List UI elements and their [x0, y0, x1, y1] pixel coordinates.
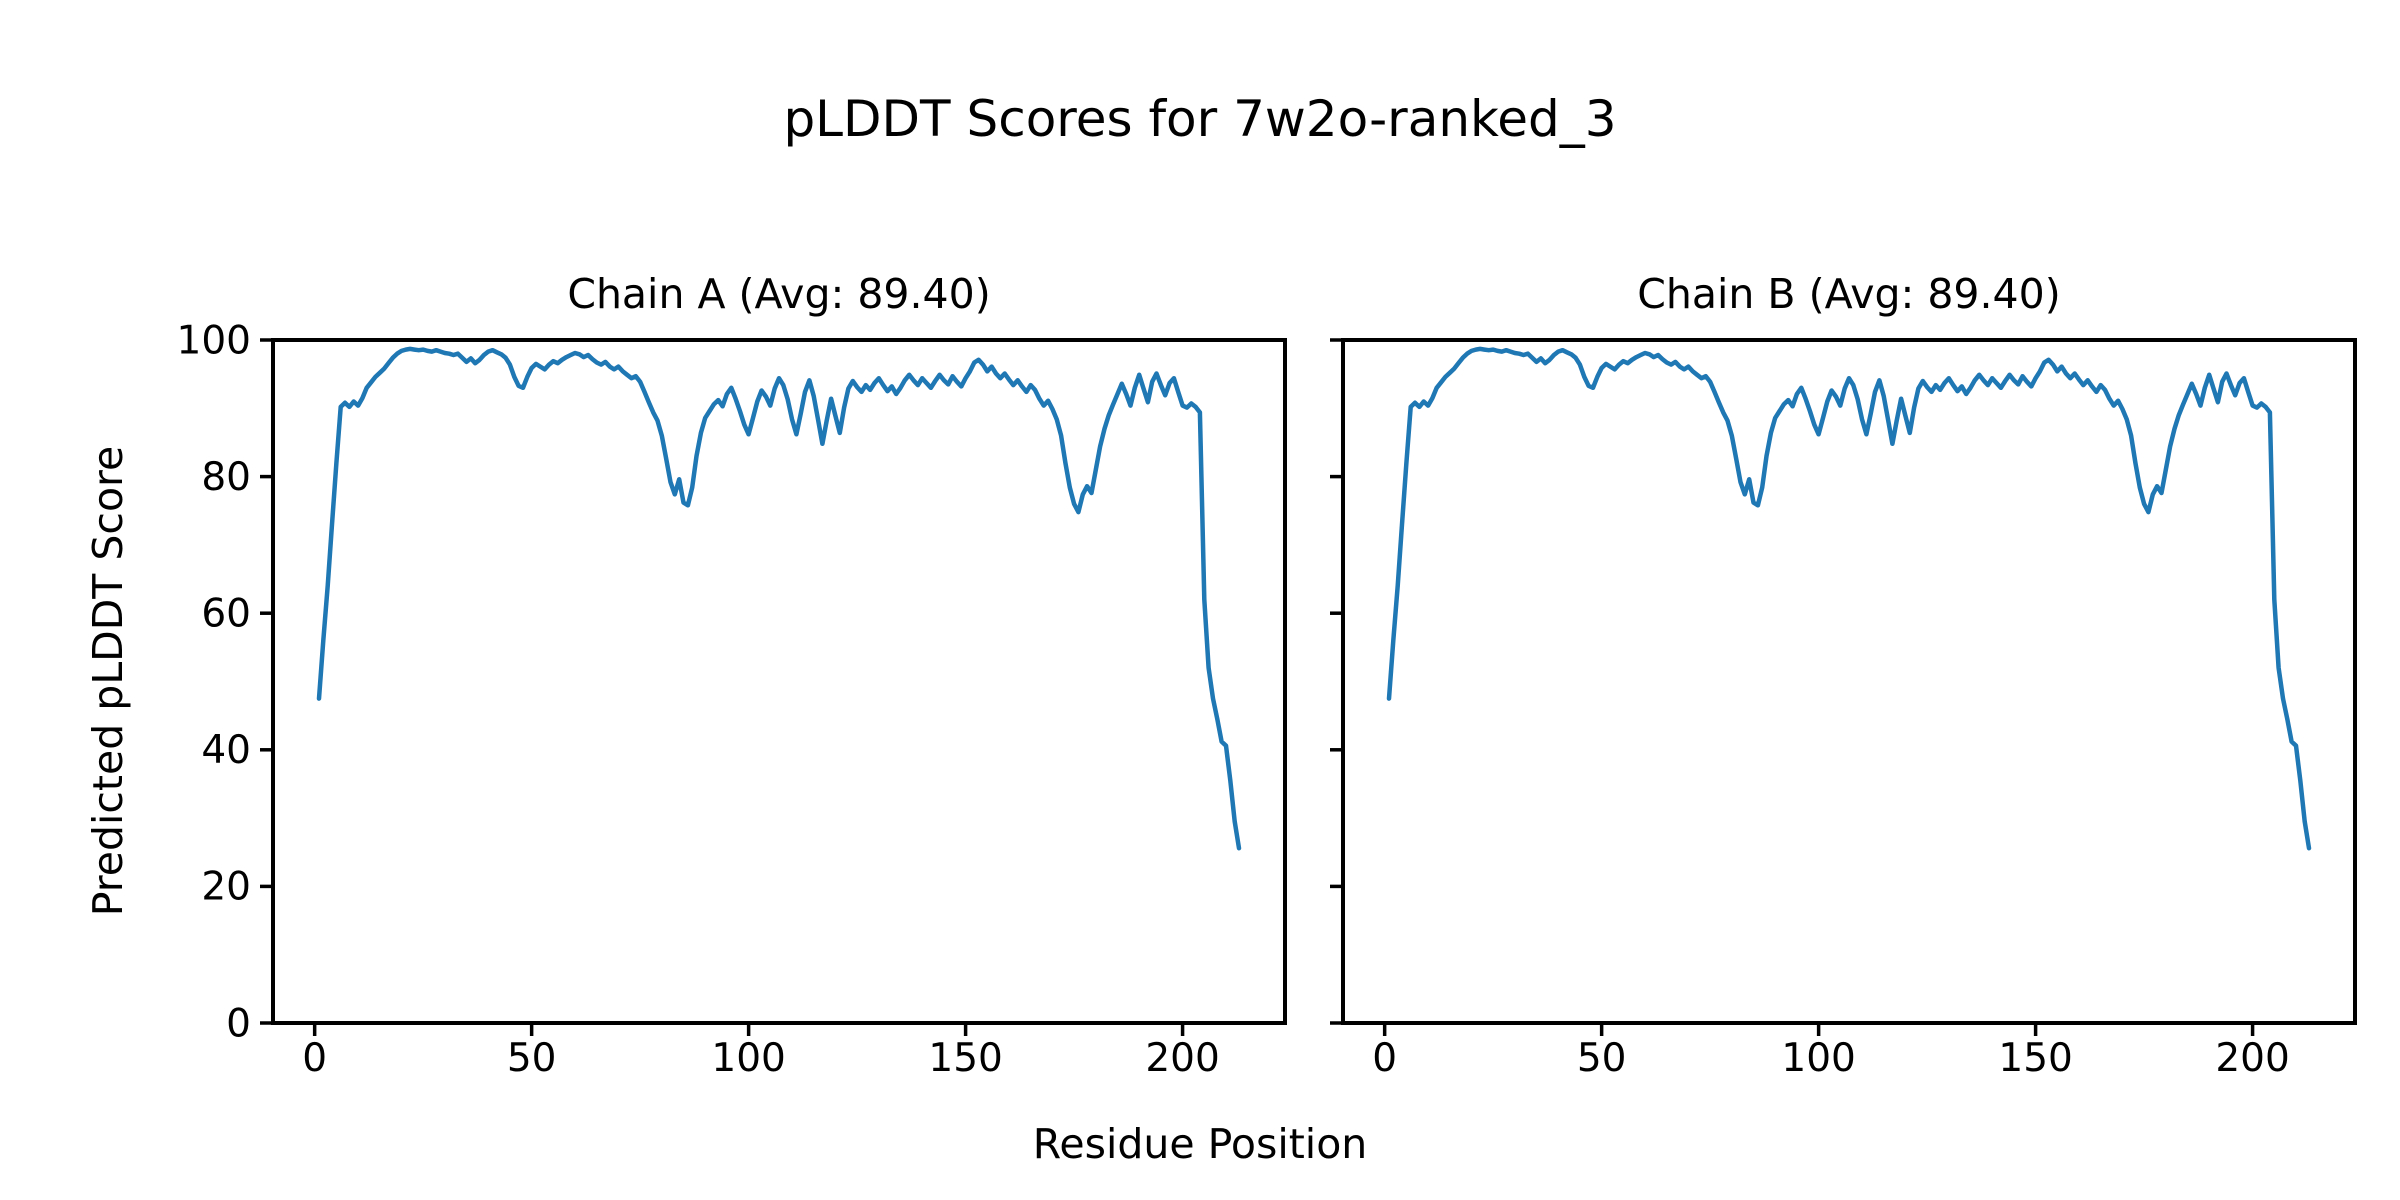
y-tick-label: 60 — [201, 591, 251, 636]
x-tick-label: 200 — [1145, 1036, 1219, 1081]
y-tick-label: 0 — [226, 1001, 251, 1046]
x-tick-label: 150 — [1998, 1036, 2072, 1081]
x-tick-label: 100 — [711, 1036, 785, 1081]
x-tick-label: 200 — [2215, 1036, 2289, 1081]
axes-spines — [271, 338, 1287, 1025]
plddt-line-chain-b — [1386, 346, 2312, 851]
axes-spines — [1341, 338, 2357, 1025]
panel-title-chain-b: Chain B (Avg: 89.40) — [1637, 270, 2061, 318]
x-tick-label: 100 — [1781, 1036, 1855, 1081]
y-tick-label: 20 — [201, 865, 251, 910]
y-tick-label: 40 — [201, 728, 251, 773]
panel-title-chain-a: Chain A (Avg: 89.40) — [567, 270, 991, 318]
x-tick-label: 0 — [302, 1036, 327, 1081]
x-tick-label: 50 — [507, 1036, 557, 1081]
x-tick-label: 50 — [1577, 1036, 1627, 1081]
y-tick-label: 100 — [177, 318, 251, 363]
plddt-line-chain-a — [316, 346, 1242, 851]
x-tick-label: 150 — [928, 1036, 1002, 1081]
figure-title: pLDDT Scores for 7w2o-ranked_3 — [783, 90, 1617, 148]
x-axis-label: Residue Position — [1032, 1120, 1368, 1168]
x-tick-label: 0 — [1372, 1036, 1397, 1081]
y-tick-label: 80 — [201, 455, 251, 500]
